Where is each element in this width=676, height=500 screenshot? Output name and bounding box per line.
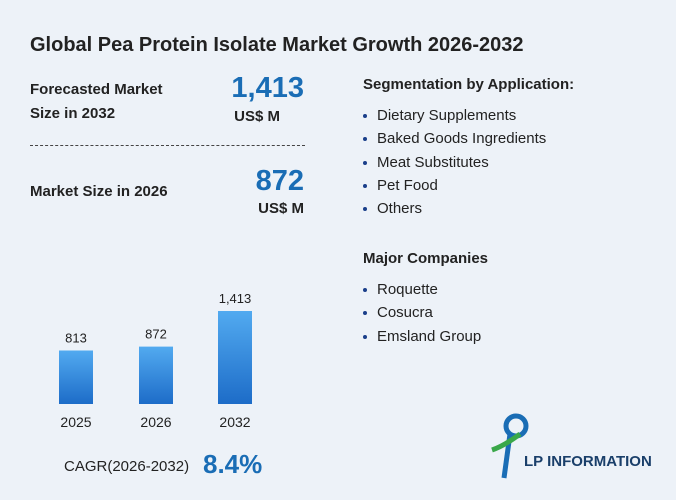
logo-icon bbox=[491, 413, 529, 479]
list-item: Roquette bbox=[361, 281, 481, 304]
segmentation-list: Dietary Supplements Baked Goods Ingredien… bbox=[361, 107, 546, 223]
current-label: Market Size in 2026 bbox=[30, 183, 168, 200]
x-tick-label: 2026 bbox=[140, 414, 171, 430]
list-item: Baked Goods Ingredients bbox=[361, 130, 546, 153]
current-value: 872 bbox=[255, 165, 304, 197]
value-label: 872 bbox=[145, 327, 167, 342]
list-item: Dietary Supplements bbox=[361, 107, 546, 130]
value-label: 813 bbox=[65, 330, 87, 345]
list-item: Pet Food bbox=[361, 177, 546, 200]
forecast-label: Forecasted Market Size in 2032 bbox=[30, 81, 163, 122]
bar bbox=[139, 346, 173, 404]
list-item: Meat Substitutes bbox=[361, 154, 546, 177]
companies-list: Roquette Cosucra Emsland Group bbox=[361, 281, 481, 351]
bar bbox=[218, 311, 252, 404]
list-item: Emsland Group bbox=[361, 328, 481, 351]
bar-chart: 813 2025 872 2026 1,413 2032 bbox=[59, 291, 252, 430]
x-tick-label: 2025 bbox=[60, 414, 91, 430]
bar bbox=[59, 350, 93, 404]
cagr-value: 8.4% bbox=[203, 449, 263, 479]
segmentation-heading: Segmentation by Application: bbox=[363, 76, 575, 93]
x-tick-label: 2032 bbox=[219, 414, 250, 430]
logo-text: LP INFORMATION bbox=[524, 453, 652, 470]
divider bbox=[30, 145, 305, 146]
list-item: Cosucra bbox=[361, 304, 481, 327]
title: Global Pea Protein Isolate Market Growth… bbox=[30, 34, 524, 56]
current-unit: US$ M bbox=[258, 200, 304, 217]
cagr-label: CAGR(2026-2032) bbox=[64, 458, 190, 475]
forecast-unit: US$ M bbox=[234, 108, 280, 125]
value-label: 1,413 bbox=[219, 291, 252, 306]
list-item: Others bbox=[361, 200, 546, 223]
companies-heading: Major Companies bbox=[363, 250, 489, 267]
forecast-value: 1,413 bbox=[231, 72, 304, 104]
